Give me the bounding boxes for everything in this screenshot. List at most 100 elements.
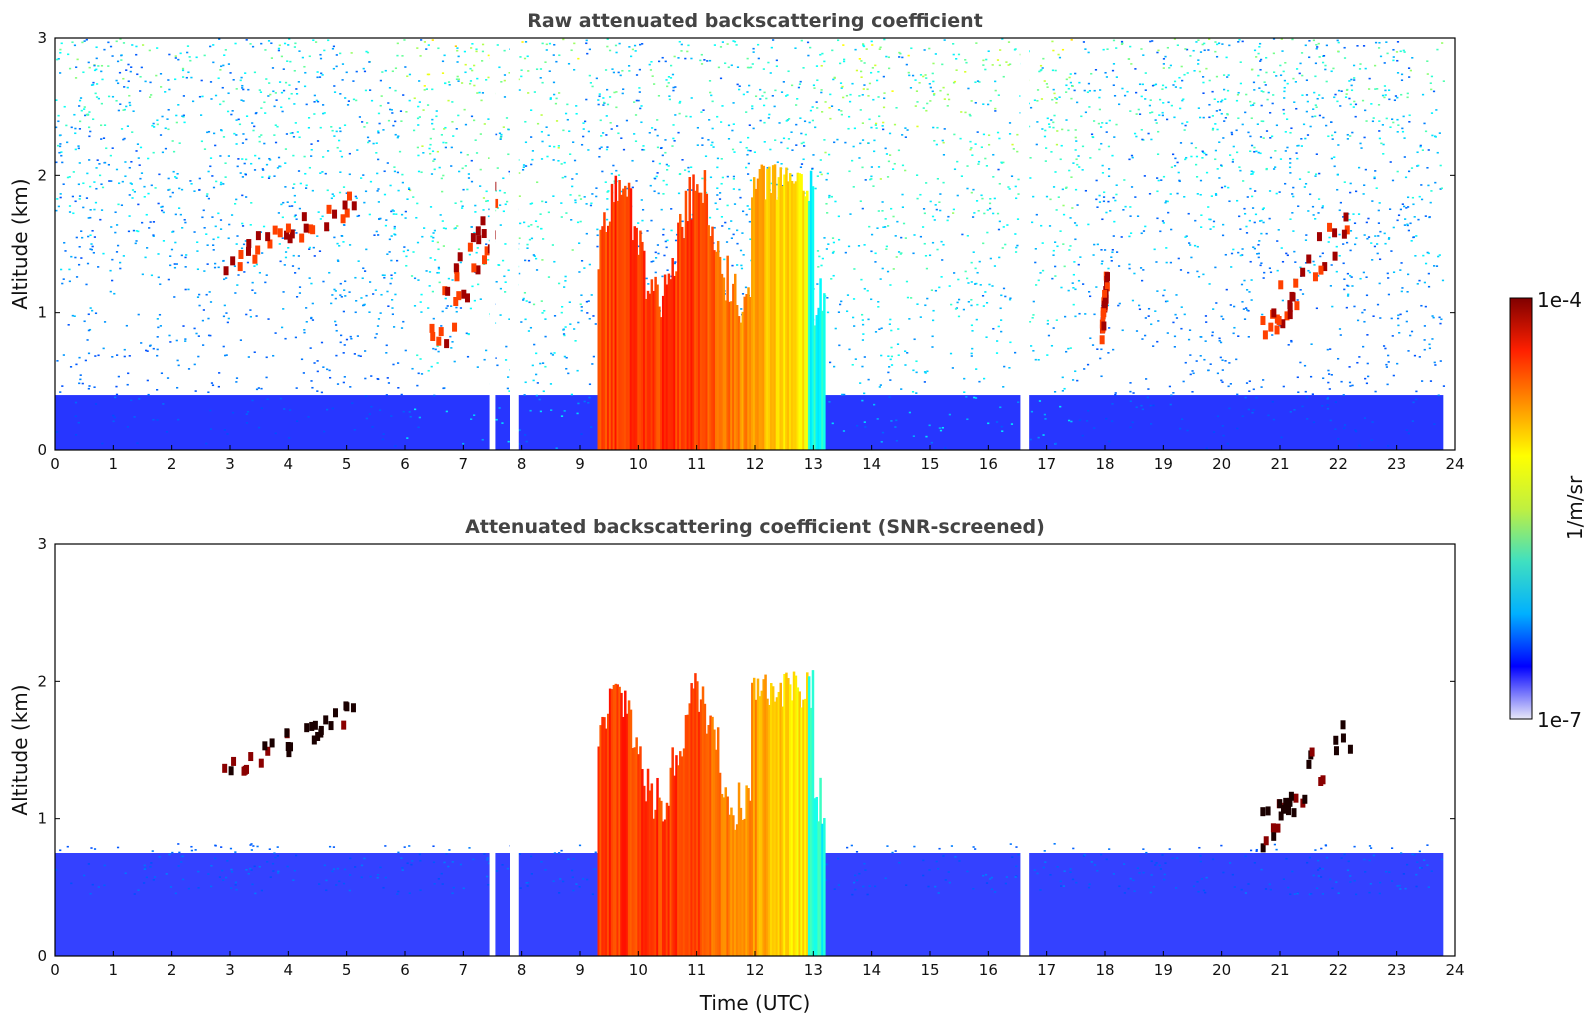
raw-speckle [152,235,155,238]
raw-speckle [1442,80,1445,82]
raw-speckle [598,147,601,150]
raw-speckle [94,201,98,204]
raw-speckle [946,105,949,107]
raw-speckle [1363,320,1366,323]
raw-speckle [85,113,88,116]
raw-speckle [812,84,816,87]
raw-speckle [1339,201,1343,204]
raw-speckle [115,385,118,388]
raw-speckle [445,410,448,413]
raw-speckle [386,377,389,379]
raw-speckle [308,248,311,250]
raw-speckle [1052,254,1055,256]
raw-speckle [89,216,92,219]
raw-speckle [1263,271,1266,274]
raw-speckle [907,71,910,74]
raw-speckle [612,164,615,167]
raw-speckle [83,320,86,323]
raw-speckle [1142,54,1145,56]
raw-speckle [1291,212,1294,214]
raw-speckle [1078,166,1081,168]
raw-speckle [1101,172,1105,174]
raw-speckle [573,328,576,330]
raw-speckle [1352,106,1355,108]
raw-speckle [175,114,178,117]
raw-speckle [93,69,97,72]
raw-speckle [214,262,217,265]
raw-speckle [819,159,822,161]
raw-speckle [1236,393,1239,396]
raw-speckle [1035,213,1038,216]
raw-speckle [78,105,81,107]
raw-speckle [926,297,929,300]
raw-speckle [508,170,511,173]
raw-speckle [279,397,282,400]
raw-speckle [288,205,291,208]
raw-speckle [55,161,58,164]
raw-speckle [375,230,378,233]
raw-speckle [1268,190,1272,192]
raw-speckle [596,228,599,231]
raw-speckle [207,391,210,394]
raw-speckle [1259,136,1263,138]
raw-speckle [1255,150,1258,153]
raw-speckle [226,321,229,324]
raw-speckle [992,212,995,215]
raw-speckle [507,440,510,443]
raw-speckle [1172,321,1175,324]
raw-speckle [796,98,799,100]
raw-speckle [1032,349,1035,352]
raw-speckle [932,94,936,96]
raw-speckle [279,165,282,168]
raw-speckle [818,255,821,258]
raw-speckle [1385,363,1388,366]
raw-speckle [466,153,469,156]
raw-speckle [1070,176,1073,178]
raw-speckle [150,274,154,277]
raw-speckle [664,240,667,243]
raw-speckle [1002,161,1005,164]
raw-x-tick-label: 2 [167,455,177,473]
raw-cloud-strip [612,202,616,450]
raw-speckle [473,119,476,122]
raw-speckle [1202,273,1205,276]
raw-speckle [432,160,435,162]
raw-cloud-strip [732,283,735,450]
raw-speckle [333,135,336,137]
raw-speckle [627,65,631,67]
snr-speckle [1413,853,1416,856]
raw-speckle [344,97,347,99]
raw-speckle [345,192,348,195]
raw-speckle [1221,234,1225,237]
raw-speckle [667,76,671,78]
raw-speckle [337,139,341,142]
raw-cloud-cell [1332,228,1338,238]
raw-speckle [876,418,879,420]
raw-speckle [1381,94,1385,97]
raw-speckle [1149,99,1152,101]
raw-speckle [1050,344,1054,347]
raw-speckle [286,60,289,62]
snr-speckle [1372,854,1375,857]
raw-speckle [721,225,724,227]
raw-speckle [87,329,91,332]
raw-speckle [132,229,136,232]
raw-speckle [858,157,861,159]
snr-speckle [560,849,563,852]
raw-speckle [149,81,152,84]
raw-speckle [425,88,428,90]
raw-speckle [241,84,244,87]
raw-speckle [122,138,125,141]
raw-speckle [366,51,370,54]
raw-speckle [115,40,118,43]
raw-speckle [1074,370,1077,373]
raw-speckle [1065,186,1068,189]
raw-cloud-strip [811,186,815,450]
raw-speckle [278,81,282,83]
raw-speckle [1154,83,1158,86]
raw-speckle [501,422,504,424]
raw-speckle [1176,44,1179,47]
raw-speckle [816,175,819,177]
raw-speckle [1010,175,1014,178]
raw-speckle [604,69,608,71]
